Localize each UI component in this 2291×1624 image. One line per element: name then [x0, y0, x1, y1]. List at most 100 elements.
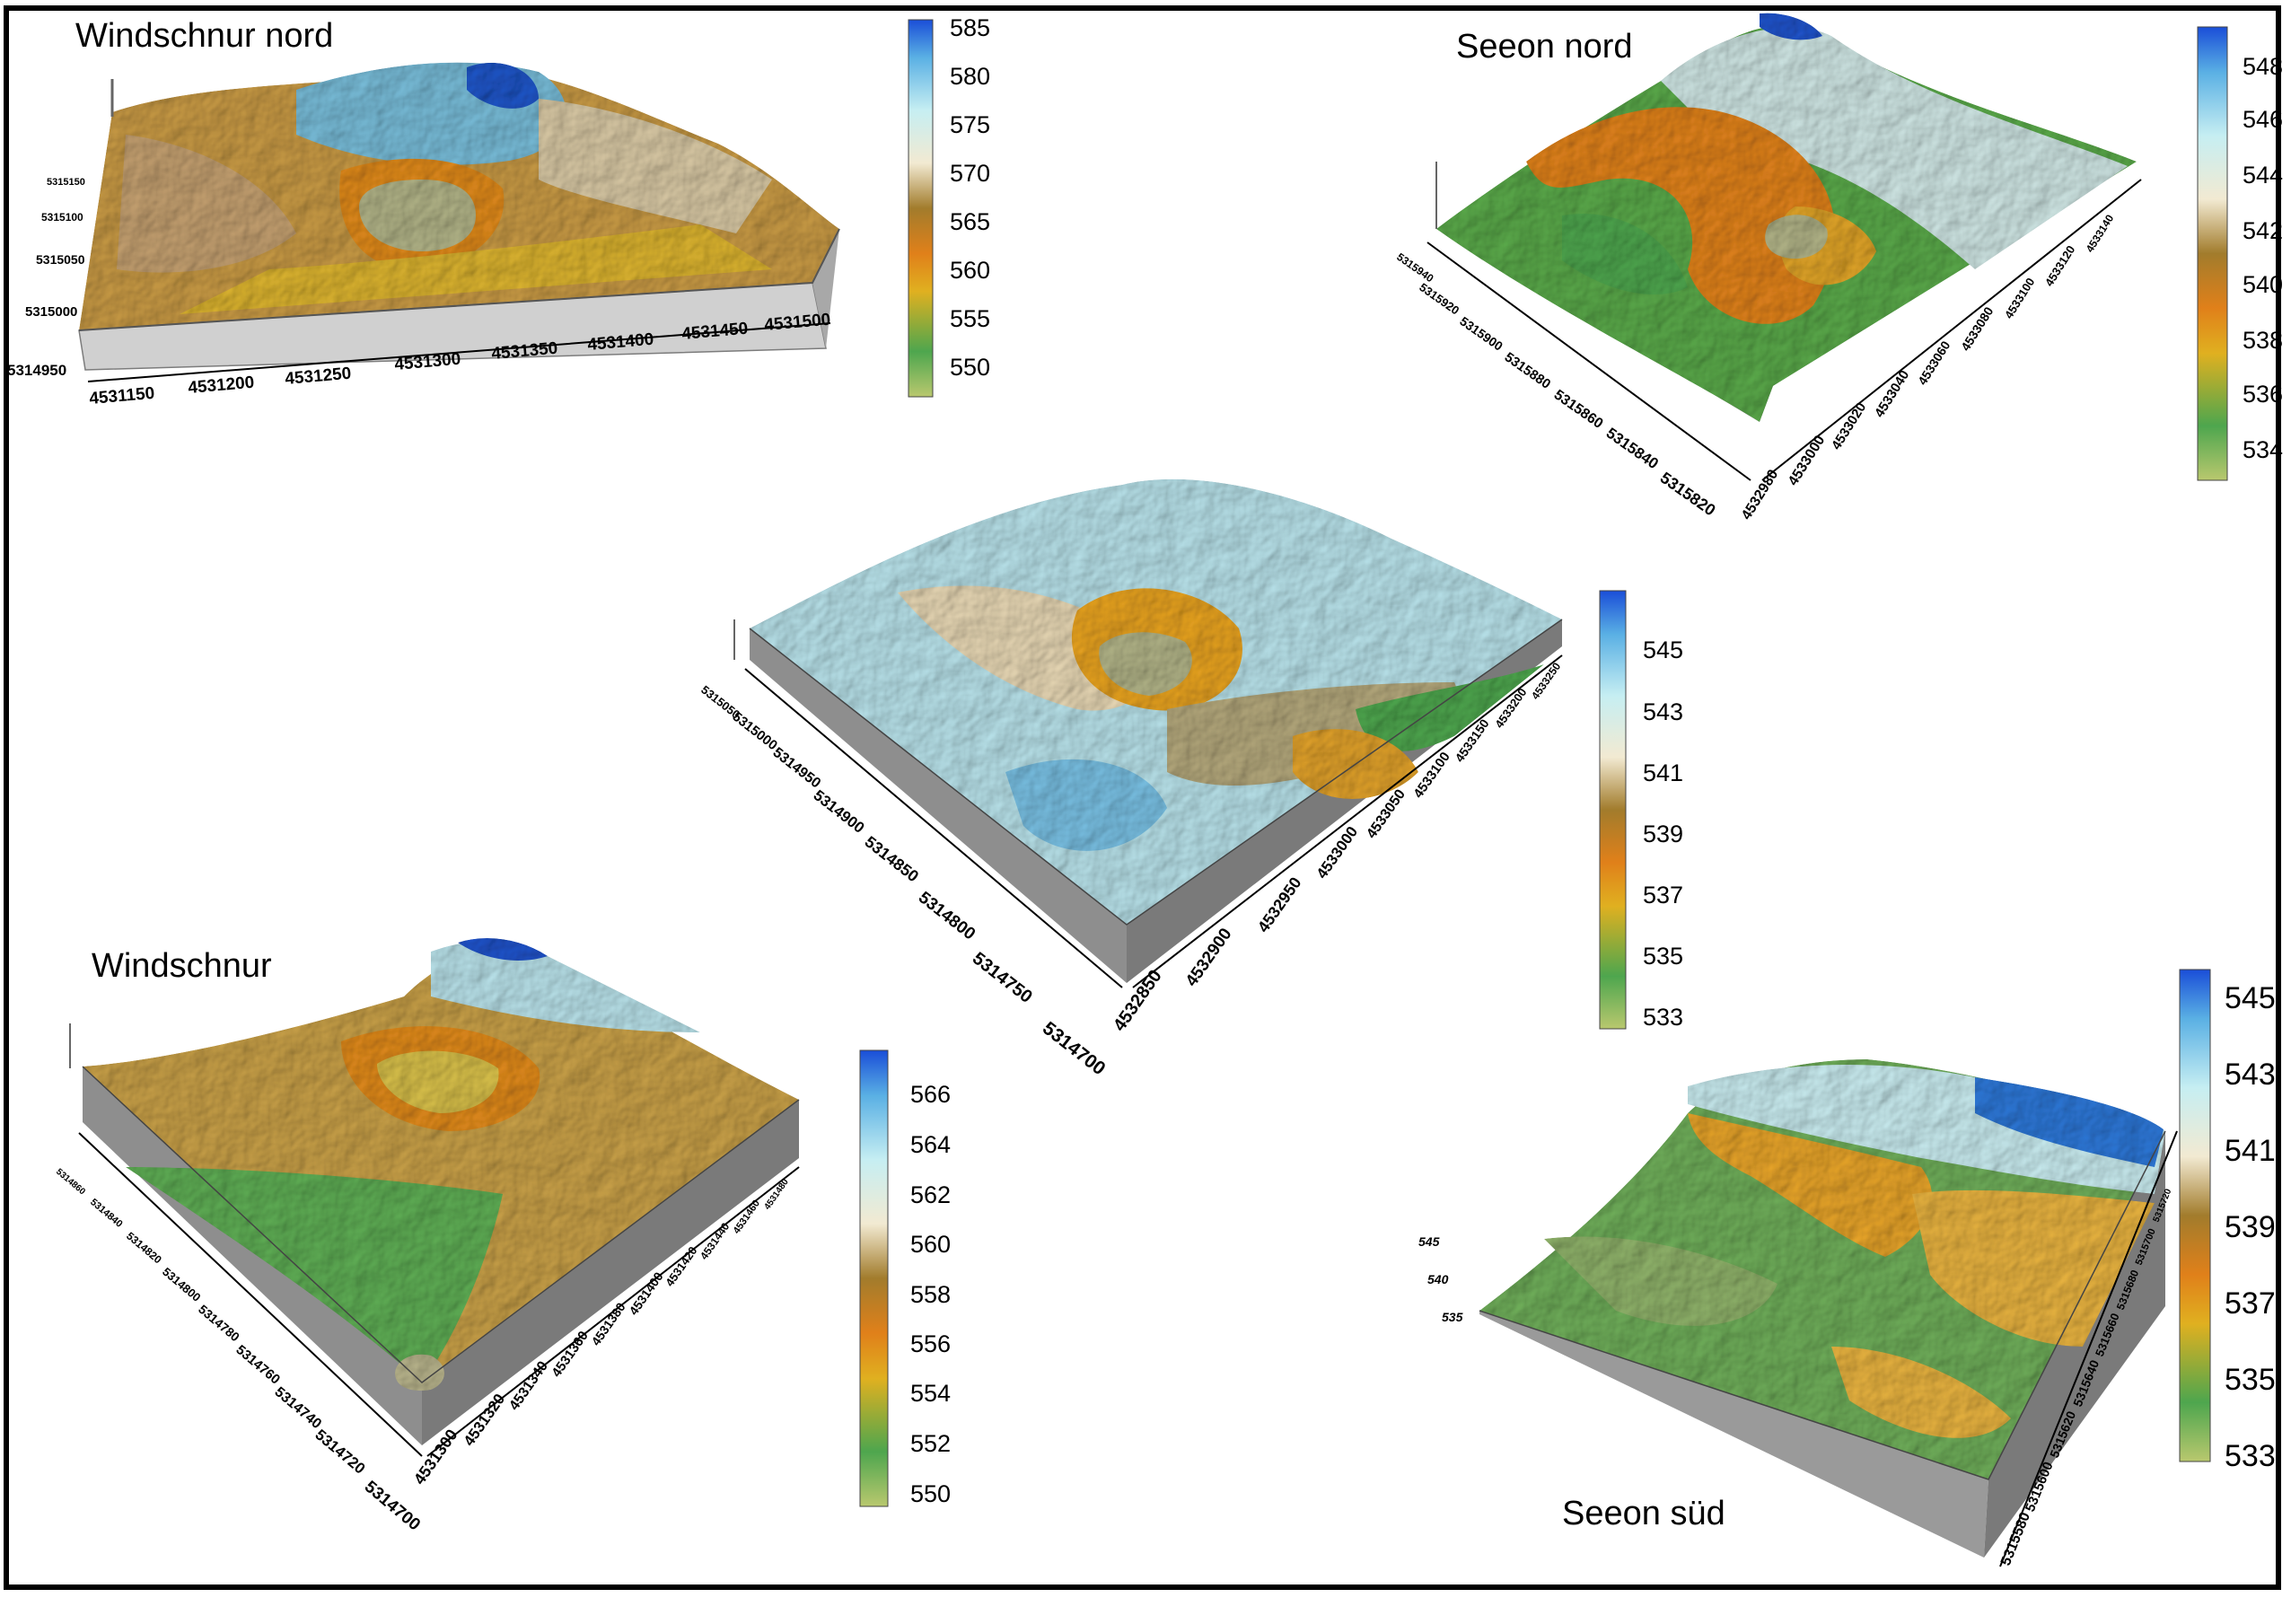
legend-tick-label: 542 [2243, 217, 2283, 244]
terrain-edge [1479, 1130, 2166, 1480]
y-tick-label: 5314760 [233, 1342, 283, 1388]
legend-center: 545 543 541 539 537 535 533 [1599, 590, 1683, 1031]
terrain-side-left [1479, 1311, 1988, 1558]
legend-tick-label: 541 [1643, 759, 1683, 786]
panel-title: Seeon nord [1456, 28, 1633, 66]
legend-tick-label: 536 [2243, 381, 2283, 408]
z-tick-label: 545 [1418, 1234, 1440, 1249]
terrain-relief-seeon-sued [1479, 1059, 2165, 1479]
legend-tick-label: 540 [2243, 271, 2283, 298]
legend-tick-label: 538 [2243, 327, 2283, 354]
y-tick-label: 5314860 [54, 1167, 87, 1198]
legend-colorbar [2179, 969, 2211, 1462]
x-tick-label: 4531200 [188, 373, 256, 398]
legend-windschnur-nord: 585 580 575 570 565 560 555 550 [908, 14, 990, 398]
y-tick-label: 5314740 [271, 1384, 324, 1432]
x-tick-label: 4533060 [1915, 338, 1953, 388]
z-tick-label: 540 [1427, 1272, 1449, 1286]
legend-seeon-nord: 548 546 544 542 540 538 536 534 [2197, 26, 2283, 481]
y-tick-label: 5315840 [1603, 425, 1662, 473]
figure-frame [4, 5, 2281, 1590]
legend-tick-label: 575 [950, 111, 990, 138]
legend-tick-label: 539 [1643, 821, 1683, 847]
legend-tick-label: 558 [910, 1281, 951, 1308]
y-tick-label: 5315920 [1417, 280, 1462, 317]
y-axis-line [1999, 1130, 2178, 1567]
surface-seeon-sued [1479, 1059, 2166, 1558]
panel-title: Windschnur [92, 947, 272, 985]
y-tick-label: 5314750 [969, 949, 1036, 1007]
legend-seeon-sued: 545 543 541 539 537 535 533 [2179, 969, 2276, 1473]
legend-colorbar [859, 1049, 889, 1507]
y-tick-label: 5315150 [47, 177, 85, 188]
panel-title: Windschnur nord [75, 17, 333, 55]
legend-colorbar [908, 19, 934, 398]
legend-tick-label: 585 [950, 14, 990, 41]
legend-tick-label: 533 [1643, 1004, 1683, 1031]
panel-windschnur-nord: 4531150 4531200 4531250 4531300 4531350 … [7, 14, 990, 408]
x-tick-label: 4533120 [2042, 243, 2078, 289]
legend-tick-label: 545 [2225, 981, 2276, 1015]
y-tick-label: 5315860 [1551, 387, 1606, 432]
y-tick-label: 5314780 [196, 1302, 242, 1344]
legend-tick-label: 535 [2225, 1363, 2276, 1397]
surface-seeon-nord [1435, 13, 2137, 422]
x-tick-label: 4532850 [1110, 966, 1166, 1034]
legend-tick-label: 543 [2225, 1058, 2276, 1092]
terrain-relief-center [750, 478, 1562, 925]
legend-tick-label: 554 [910, 1380, 951, 1407]
legend-tick-label: 564 [910, 1131, 951, 1158]
terrain-side-right [812, 229, 839, 348]
panel-title: Seeon süd [1562, 1495, 1725, 1532]
terrain-relief-windschnur-nord [79, 62, 839, 331]
legend-tick-label: 535 [1643, 943, 1683, 970]
legend-tick-label: 552 [910, 1430, 951, 1457]
legend-tick-label: 555 [950, 305, 990, 332]
y-tick-label: 5314800 [915, 888, 979, 944]
y-tick-label: 5315000 [25, 304, 77, 320]
panel-windschnur: 4531300 4531320 4531340 4531360 4531380 … [54, 938, 951, 1534]
y-tick-label: 5314700 [361, 1478, 424, 1535]
y-axis-line [744, 668, 1123, 988]
z-axis-seeon-sued: 535 540 545 [1418, 1234, 1463, 1324]
x-tick-label: 4533100 [2002, 276, 2038, 321]
legend-tick-label: 543 [1643, 698, 1683, 725]
terrain-relief-seeon-nord [1436, 13, 2137, 422]
x-axis-line [426, 1166, 800, 1457]
legend-tick-label: 550 [950, 354, 990, 381]
legend-tick-label: 562 [910, 1181, 951, 1208]
terrain-relief-windschnur [83, 938, 799, 1391]
x-tick-label: 4531150 [89, 384, 155, 408]
legend-tick-label: 548 [2243, 53, 2283, 80]
x-tick-label: 4533140 [2084, 212, 2117, 254]
x-tick-label: 4533000 [1786, 433, 1828, 488]
terrain-side-right [422, 1100, 799, 1445]
legend-colorbar [2197, 26, 2228, 481]
legend-tick-label: 556 [910, 1330, 951, 1357]
legend-tick-label: 545 [1643, 636, 1683, 663]
legend-tick-label: 537 [2225, 1286, 2276, 1321]
y-tick-label: 5315940 [1394, 250, 1436, 285]
y-tick-label: 5315900 [1457, 313, 1505, 353]
x-tick-label: 4533020 [1829, 400, 1869, 453]
y-tick-label: 5315880 [1502, 349, 1554, 391]
x-tick-label: 4532900 [1182, 925, 1236, 990]
y-axis-line [78, 1132, 423, 1457]
terrain-edge [749, 619, 1563, 926]
surface-windschnur [69, 938, 800, 1445]
y-tick-label: 5314840 [88, 1197, 125, 1230]
y-tick-label: 5315050 [36, 252, 85, 267]
y-tick-label: 5314950 [7, 362, 66, 379]
legend-tick-label: 560 [910, 1231, 951, 1258]
panel-center: 4532850 4532900 4532950 4533000 4533050 … [698, 478, 1683, 1079]
legend-tick-label: 544 [2243, 162, 2283, 189]
y-tick-label: 5314850 [862, 832, 923, 885]
legend-tick-label: 546 [2243, 106, 2283, 133]
legend-tick-label: 580 [950, 63, 990, 90]
surface-windschnur-nord [78, 62, 840, 371]
legend-tick-label: 539 [2225, 1210, 2276, 1244]
legend-tick-label: 541 [2225, 1134, 2276, 1168]
y-axis-windschnur-nord: 5314950 5315000 5315050 5315100 5315150 [7, 177, 85, 379]
